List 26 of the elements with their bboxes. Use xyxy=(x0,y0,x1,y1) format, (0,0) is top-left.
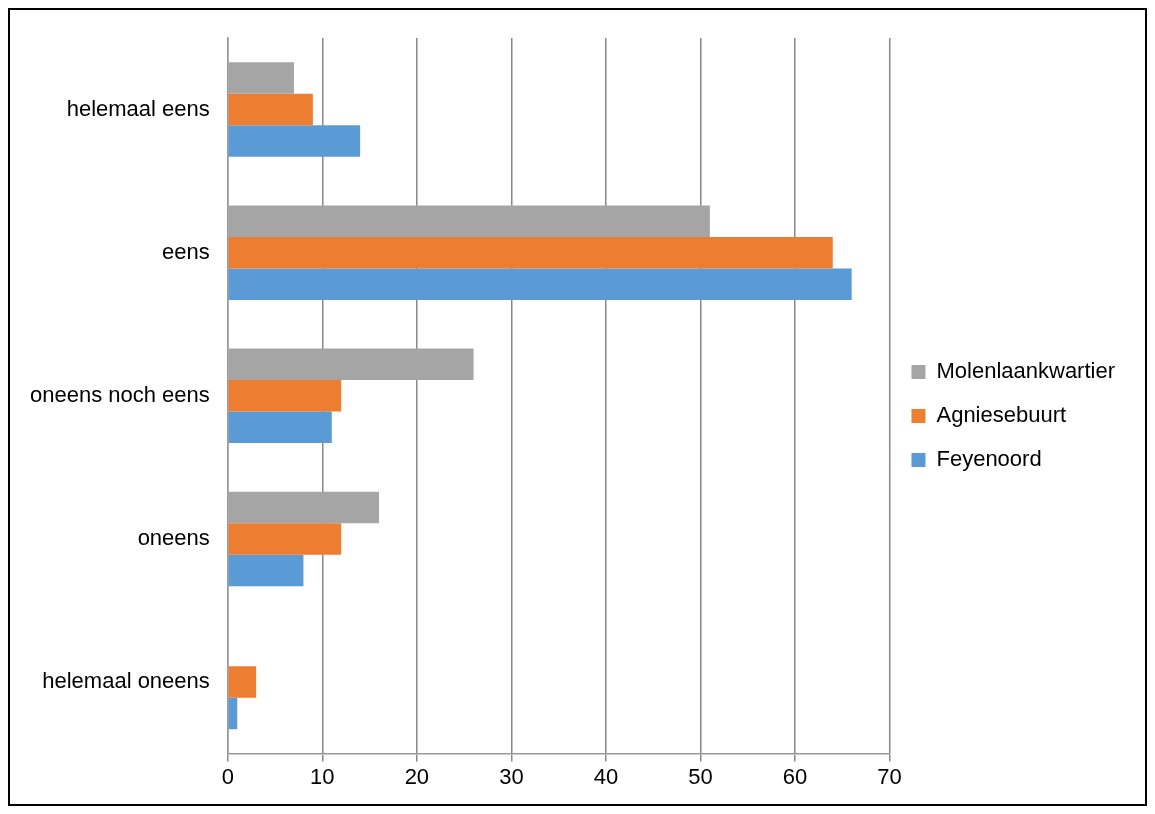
bar xyxy=(228,523,342,555)
x-tick-label: 20 xyxy=(404,763,430,789)
legend-label: Feyenoord xyxy=(936,446,1042,472)
bar xyxy=(228,380,342,412)
x-tick-label: 10 xyxy=(310,763,335,789)
x-tick-label: 50 xyxy=(688,763,713,789)
y-tick-label: oneens noch eens xyxy=(29,381,210,407)
bar xyxy=(228,268,852,300)
x-tick-label: 0 xyxy=(221,763,234,789)
bar xyxy=(228,554,304,587)
y-tick-label: oneens xyxy=(137,524,210,550)
bar xyxy=(228,697,238,730)
bar xyxy=(228,236,833,269)
y-tick-label: eens xyxy=(162,238,210,264)
bar xyxy=(228,93,313,126)
legend-label: Agniesebuurt xyxy=(936,402,1067,428)
bar xyxy=(228,411,332,444)
x-tick-label: 70 xyxy=(877,763,902,789)
x-tick-label: 30 xyxy=(499,763,524,789)
y-tick-label: helemaal oneens xyxy=(42,668,210,694)
legend-label: Molenlaankwartier xyxy=(936,358,1116,384)
bar xyxy=(228,125,361,157)
y-tick-label: helemaal eens xyxy=(66,95,210,121)
x-tick-label: 40 xyxy=(593,763,619,789)
bar xyxy=(228,666,257,698)
x-tick-label: 60 xyxy=(782,763,808,789)
